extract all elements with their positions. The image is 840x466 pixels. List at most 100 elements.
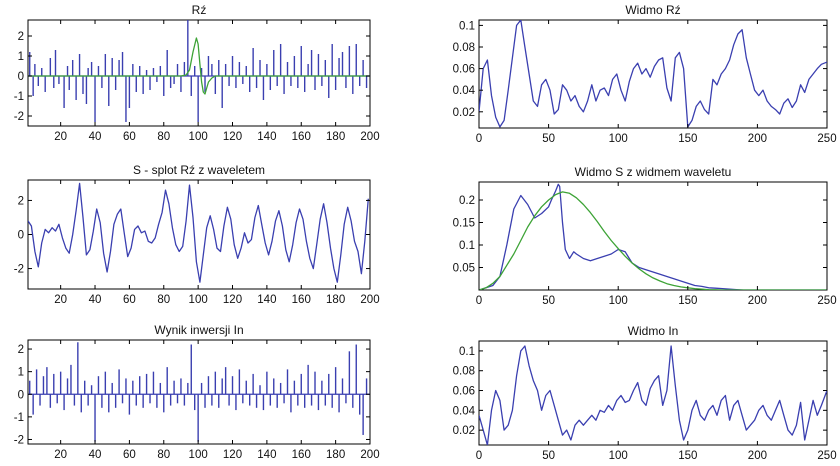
x-tick-label: 80	[157, 449, 170, 461]
x-tick-label: 80	[157, 131, 170, 143]
y-tick-label: 0.2	[459, 195, 475, 207]
x-tick-label: 50	[542, 133, 555, 145]
plot-area	[479, 20, 827, 128]
series-line-1	[479, 183, 827, 290]
x-tick-label: 250	[817, 133, 836, 145]
chart-panel-1: Rź 20 40 60 80 100 120 140 160 180 200 -2 -1 0 1 2	[14, 3, 380, 143]
x-tick-label: 200	[360, 449, 379, 461]
y-tick-label: -1	[14, 91, 24, 103]
x-tick-label: 140	[257, 449, 276, 461]
x-tick-label: 100	[609, 450, 628, 462]
y-tick-label: 0.06	[453, 64, 475, 76]
x-tick-label: 100	[609, 133, 628, 145]
y-tick-label: 2	[18, 344, 24, 356]
x-tick-label: 60	[123, 449, 136, 461]
x-tick-label: 20	[54, 294, 67, 306]
x-tick-label: 100	[609, 295, 628, 307]
x-tick-label: 150	[678, 450, 697, 462]
y-tick-label: 0	[18, 230, 24, 242]
x-tick-label: 160	[292, 449, 311, 461]
x-tick-label: 120	[223, 131, 242, 143]
series-line-1	[479, 20, 827, 128]
x-tick-label: 50	[542, 295, 555, 307]
y-tick-label: 0.1	[459, 20, 475, 32]
y-tick-label: 0.08	[453, 366, 475, 378]
series-line-2	[479, 191, 827, 290]
x-tick-label: 200	[748, 450, 767, 462]
x-tick-label: 0	[476, 295, 482, 307]
y-tick-label: 0.06	[453, 386, 475, 398]
x-tick-label: 120	[223, 449, 242, 461]
series-line-1	[479, 345, 827, 445]
x-tick-label: 20	[54, 131, 67, 143]
x-tick-label: 50	[542, 450, 555, 462]
x-tick-label: 100	[189, 294, 208, 306]
plot-frame	[27, 339, 371, 445]
y-tick-label: 2	[18, 195, 24, 207]
plot-frame	[478, 340, 828, 446]
chart-title: Widmo In	[628, 324, 679, 338]
y-tick-label: 0	[18, 389, 24, 401]
x-tick-label: 0	[476, 450, 482, 462]
y-tick-label: 1	[18, 367, 24, 379]
x-tick-label: 200	[748, 133, 767, 145]
y-tick-label: -2	[14, 434, 24, 446]
plot-frame	[478, 19, 828, 129]
x-tick-label: 120	[223, 294, 242, 306]
x-tick-label: 180	[326, 449, 345, 461]
plot-area	[479, 345, 827, 445]
y-tick-label: 0.05	[453, 263, 475, 275]
x-tick-label: 250	[817, 295, 836, 307]
x-tick-label: 80	[157, 294, 170, 306]
y-tick-label: 0.15	[453, 218, 475, 230]
x-tick-label: 140	[257, 131, 276, 143]
x-tick-label: 60	[123, 131, 136, 143]
x-tick-label: 200	[360, 131, 379, 143]
plot-area	[479, 183, 827, 290]
x-tick-label: 0	[476, 133, 482, 145]
x-tick-label: 40	[89, 294, 102, 306]
chart-panel-2: Widmo Rź 0 50 100 150 200 250 0.02 0.04 0.06 0.08 0…	[453, 3, 837, 145]
y-tick-label: 0	[18, 71, 24, 83]
chart-title: Widmo Rź	[625, 3, 680, 17]
x-tick-label: 100	[189, 449, 208, 461]
y-tick-label: 0.02	[453, 107, 475, 119]
plot-frame	[478, 181, 828, 291]
x-tick-label: 40	[89, 131, 102, 143]
chart-title: Wynik inwersji In	[154, 323, 243, 337]
x-tick-label: 60	[123, 294, 136, 306]
y-tick-label: -1	[14, 412, 24, 424]
series-line-1	[28, 182, 369, 283]
x-tick-label: 20	[54, 449, 67, 461]
y-tick-label: 0.04	[453, 405, 476, 417]
plot-area	[28, 20, 370, 122]
x-tick-label: 200	[360, 294, 379, 306]
y-tick-label: 0.1	[459, 240, 475, 252]
y-tick-label: 0.1	[459, 346, 475, 358]
x-tick-label: 250	[817, 450, 836, 462]
chart-panel-6: Widmo In 0 50 100 150 200 250 0.02 0.04 0.06 0.08 0…	[453, 324, 837, 462]
y-tick-label: 1	[18, 51, 24, 63]
x-tick-label: 100	[189, 131, 208, 143]
plot-area	[28, 182, 369, 283]
x-tick-label: 160	[292, 131, 311, 143]
x-tick-label: 200	[748, 295, 767, 307]
chart-title: Rź	[192, 3, 207, 17]
y-tick-label: 0.02	[453, 425, 475, 437]
x-tick-label: 180	[326, 294, 345, 306]
chart-title: S - splot Rź z waveletem	[133, 163, 265, 177]
chart-title: Widmo S z widmem waveletu	[575, 165, 732, 179]
y-tick-label: 0.04	[453, 85, 476, 97]
chart-panel-4: Widmo S z widmem waveletu 0 50 100 150 200 250…	[453, 165, 837, 307]
x-tick-label: 150	[678, 295, 697, 307]
x-tick-label: 160	[292, 294, 311, 306]
plot-frame	[27, 19, 371, 127]
y-tick-label: 2	[18, 31, 24, 43]
x-tick-label: 40	[89, 449, 102, 461]
y-tick-label: -2	[14, 111, 24, 123]
x-tick-label: 150	[678, 133, 697, 145]
plot-area	[28, 342, 370, 442]
y-tick-label: 0.08	[453, 42, 475, 54]
